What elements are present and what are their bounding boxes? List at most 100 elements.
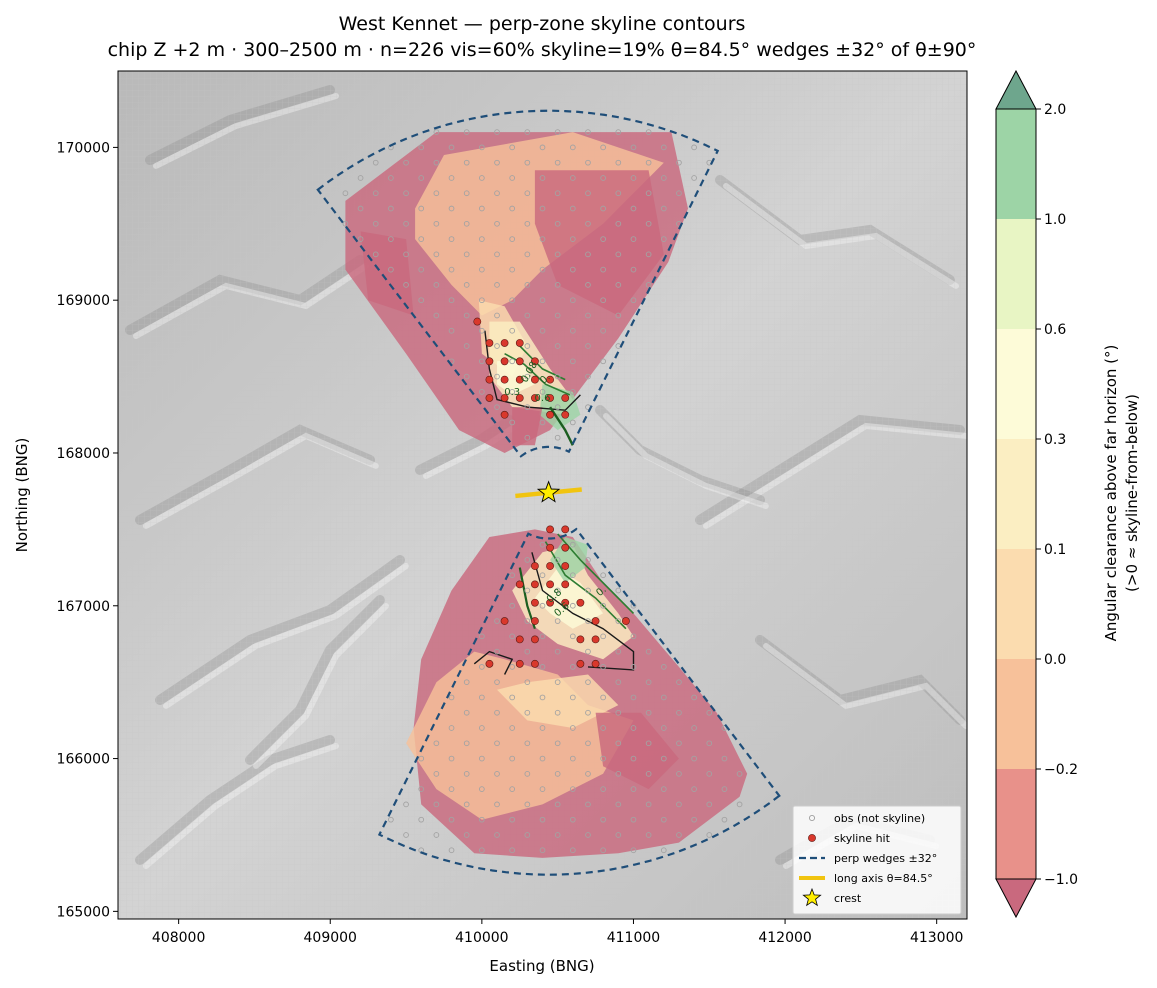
obs-point — [388, 236, 394, 242]
obs-point — [524, 832, 531, 838]
obs-point — [403, 251, 409, 258]
obs-point — [615, 587, 622, 594]
perp-wedges — [316, 109, 781, 876]
obs-point — [494, 159, 500, 166]
obs-point — [403, 832, 409, 838]
obs-point — [600, 205, 606, 212]
obs-point — [433, 770, 440, 777]
obs-point — [615, 709, 622, 716]
obs-point — [645, 832, 652, 838]
skyline-hit-points — [473, 317, 630, 668]
obs-point — [494, 220, 500, 227]
skyline-hit — [576, 635, 585, 644]
obs-point — [585, 159, 591, 166]
obs-point — [539, 297, 546, 304]
obs-point — [403, 190, 409, 197]
obs-point — [676, 770, 682, 777]
contour-fill-region — [550, 537, 588, 583]
obs-point — [630, 297, 637, 304]
obs-point — [479, 266, 485, 273]
obs-point — [448, 847, 455, 854]
obs-point — [630, 236, 637, 242]
obs-point — [615, 832, 622, 838]
obs-point — [342, 190, 349, 197]
legend-label: crest — [834, 892, 862, 905]
obs-point — [585, 740, 591, 747]
obs-point — [539, 144, 546, 151]
obs-point — [524, 434, 531, 441]
obs-point — [509, 297, 516, 304]
colorbar-tick-label: 1.0 — [1044, 212, 1066, 228]
obs-point — [600, 786, 606, 792]
obs-point — [630, 664, 637, 670]
skyline-hit — [621, 617, 630, 625]
obs-point — [463, 282, 470, 288]
obs-point — [479, 786, 485, 792]
obs-point — [569, 664, 576, 670]
obs-point — [388, 205, 394, 212]
obs-point — [479, 144, 485, 151]
skyline-hit — [546, 525, 554, 534]
obs-point — [418, 266, 425, 273]
obs-point — [524, 770, 531, 777]
obs-point — [539, 633, 546, 640]
obs-point — [554, 557, 561, 563]
obs-point — [509, 847, 516, 854]
skyline-hit — [531, 562, 539, 570]
x-tick-label: 412000 — [758, 930, 811, 946]
crest-marker — [536, 480, 561, 503]
obs-point — [479, 205, 485, 212]
obs-point — [585, 190, 591, 197]
obs-point — [539, 541, 546, 548]
skyline-hit — [515, 339, 524, 347]
colorbar: −1.0 −0.2 0.0 0.1 0.3 0.6 1.0 2.0 — [995, 69, 1078, 919]
crest-star — [536, 480, 561, 503]
obs-point — [660, 847, 667, 854]
obs-point — [554, 220, 561, 227]
obs-point — [554, 434, 561, 441]
obs-point — [660, 816, 667, 823]
obs-point — [539, 694, 546, 701]
obs-point — [645, 740, 652, 747]
obs-point — [600, 602, 606, 609]
obs-point — [448, 725, 455, 731]
skyline-hit — [531, 394, 539, 402]
obs-point — [539, 419, 546, 426]
obs-point — [660, 205, 667, 212]
obs-point — [630, 144, 637, 151]
obs-point — [691, 725, 697, 731]
obs-point — [660, 664, 667, 670]
obs-point — [645, 648, 652, 655]
skyline-hit — [546, 598, 554, 607]
obs-point — [569, 236, 576, 242]
obs-point — [600, 847, 606, 854]
obs-point — [615, 251, 622, 258]
colorbar-segment — [996, 109, 1036, 219]
obs-point — [569, 847, 576, 854]
obs-point — [509, 633, 516, 640]
skyline-hit — [515, 357, 524, 366]
skyline-hit — [515, 394, 524, 402]
obs-point — [569, 419, 576, 426]
obs-point — [569, 205, 576, 212]
contour-line — [549, 406, 574, 446]
obs-point — [448, 266, 455, 273]
obs-point — [388, 175, 394, 181]
skyline-hit — [561, 525, 570, 534]
obs-point — [539, 572, 546, 579]
obs-point — [539, 602, 546, 609]
obs-point — [509, 327, 516, 334]
obs-point — [479, 755, 485, 762]
obs-point — [585, 557, 591, 563]
legend-crest-marker — [802, 887, 822, 907]
skyline-hit — [546, 543, 554, 552]
skyline-hit — [485, 659, 494, 668]
obs-point — [569, 816, 576, 823]
colorbar-segment — [996, 219, 1036, 329]
obs-point — [630, 633, 637, 640]
obs-point — [706, 770, 713, 777]
obs-point — [509, 602, 516, 609]
obs-point — [418, 816, 425, 823]
obs-point — [660, 725, 667, 731]
